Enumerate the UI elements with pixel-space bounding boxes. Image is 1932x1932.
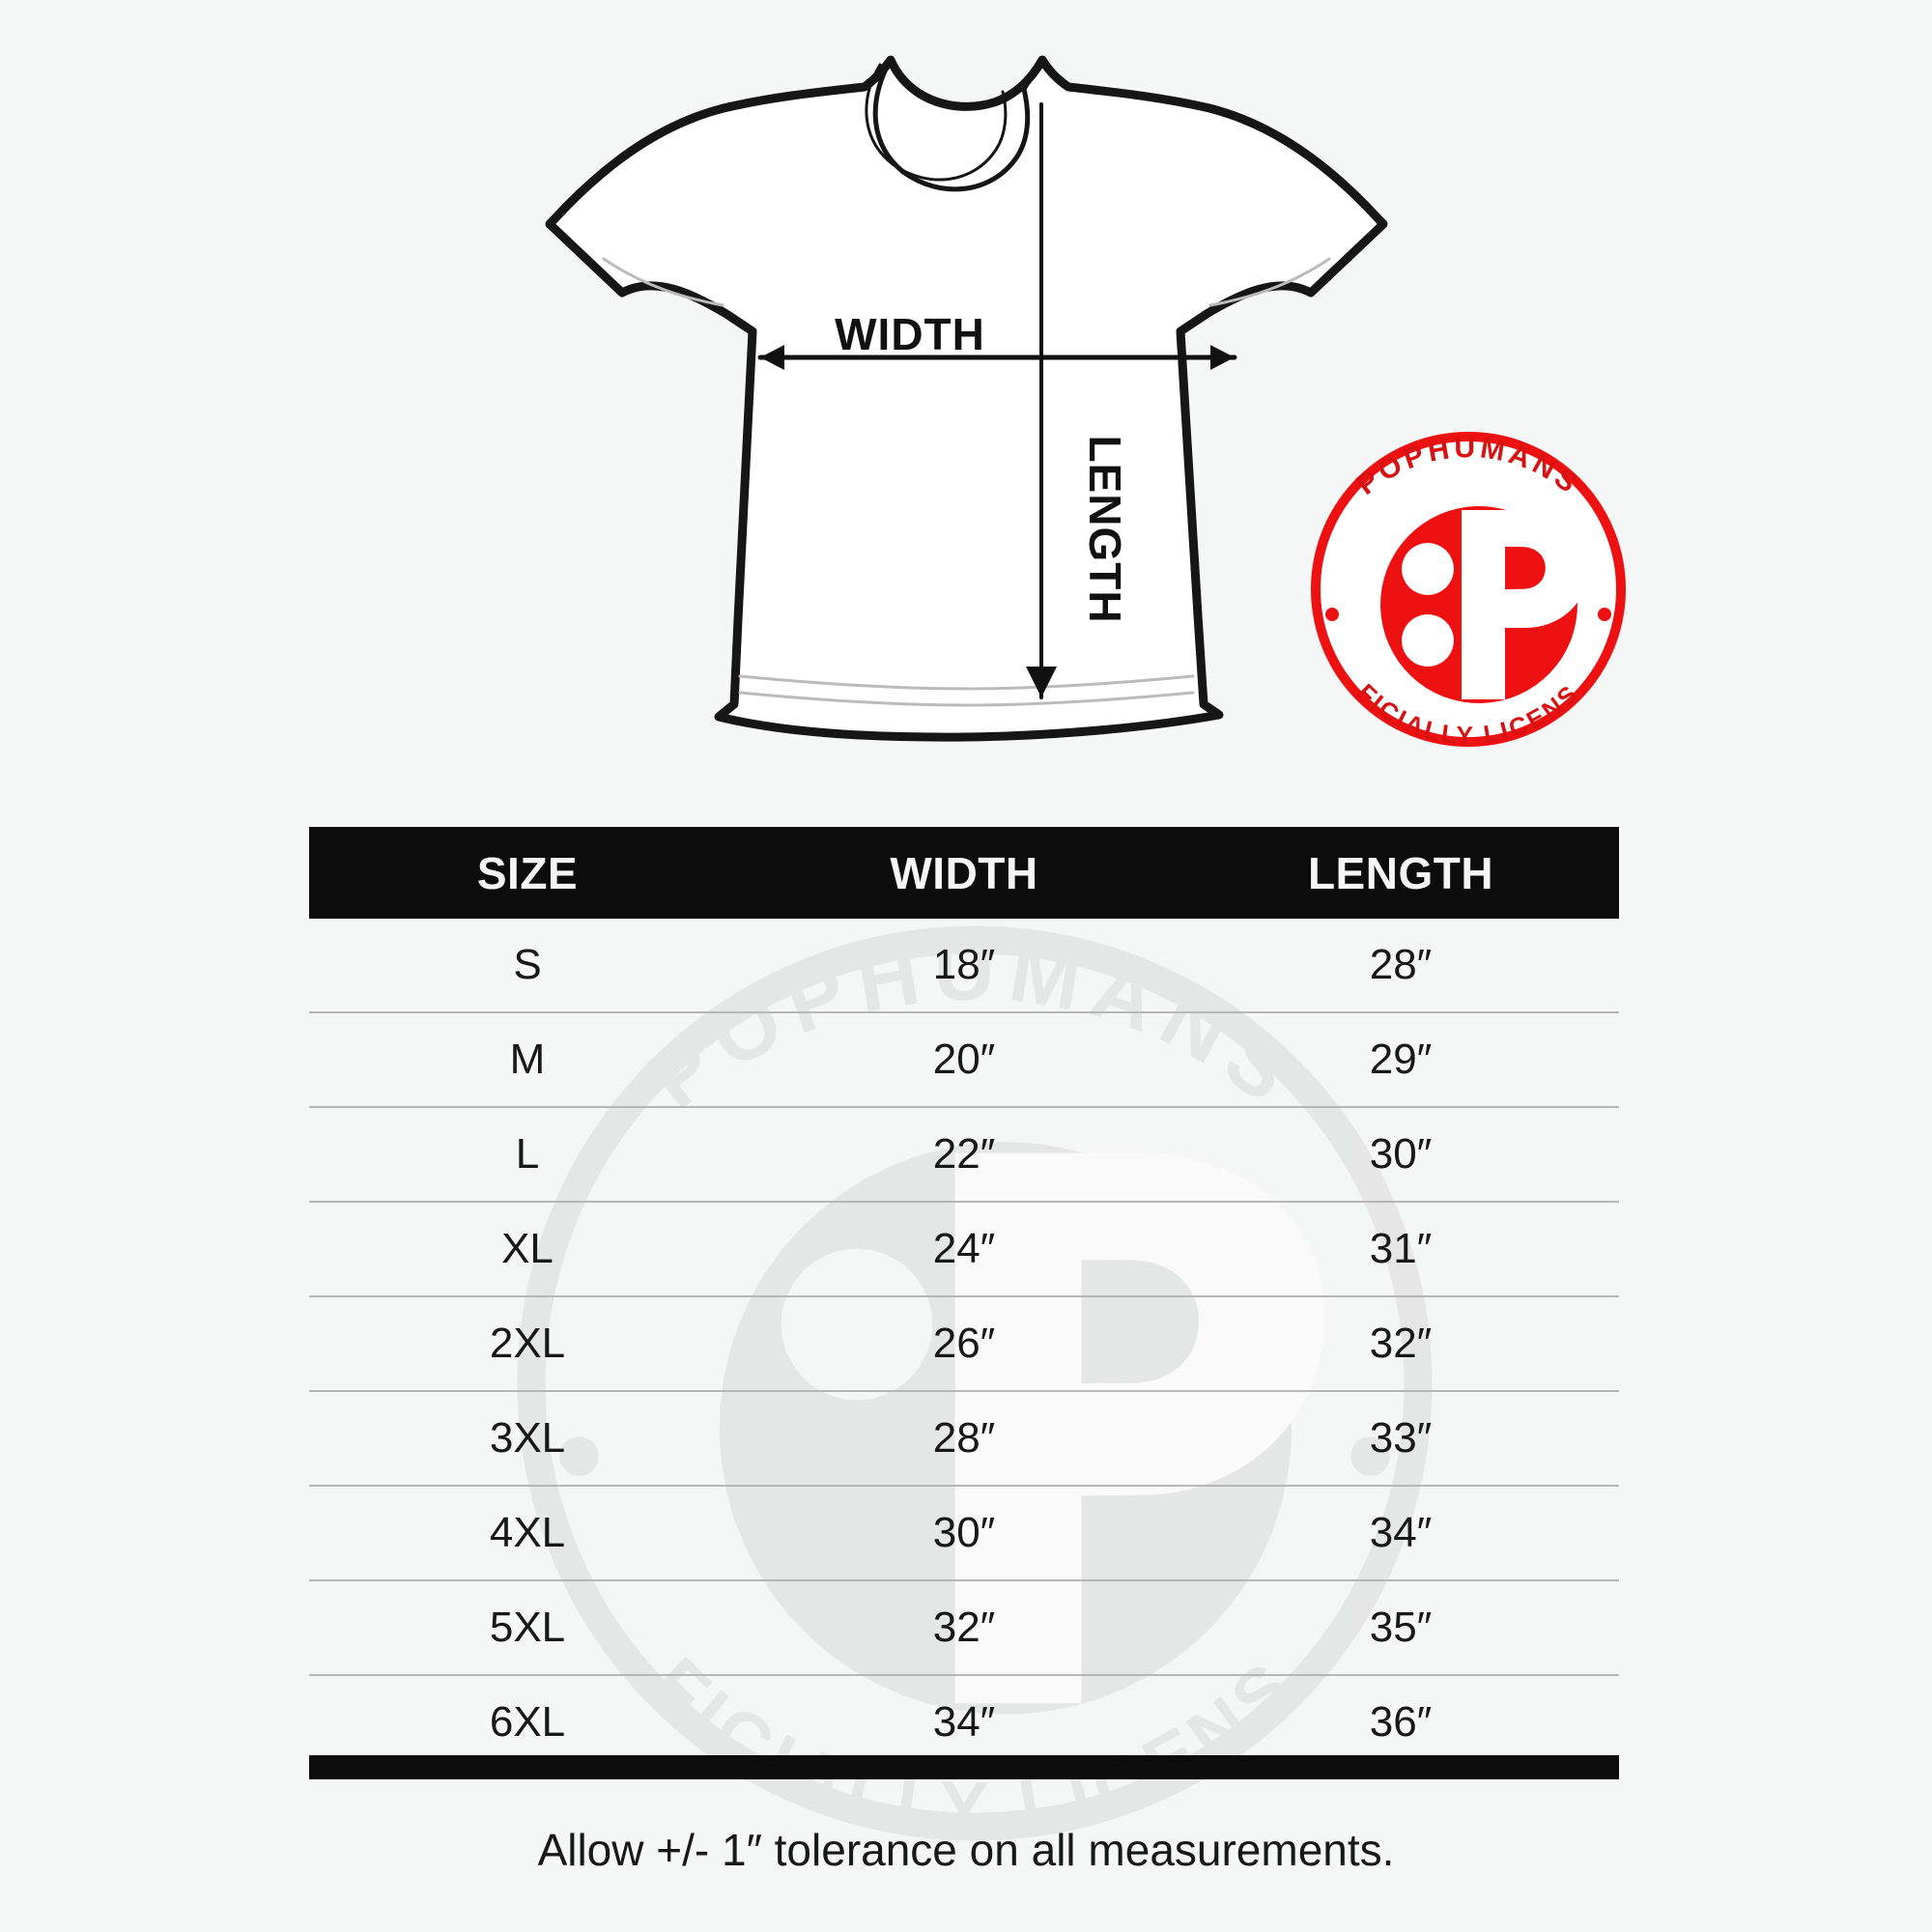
svg-text:LENGTH: LENGTH	[1080, 435, 1130, 623]
svg-text:WIDTH: WIDTH	[835, 309, 985, 359]
